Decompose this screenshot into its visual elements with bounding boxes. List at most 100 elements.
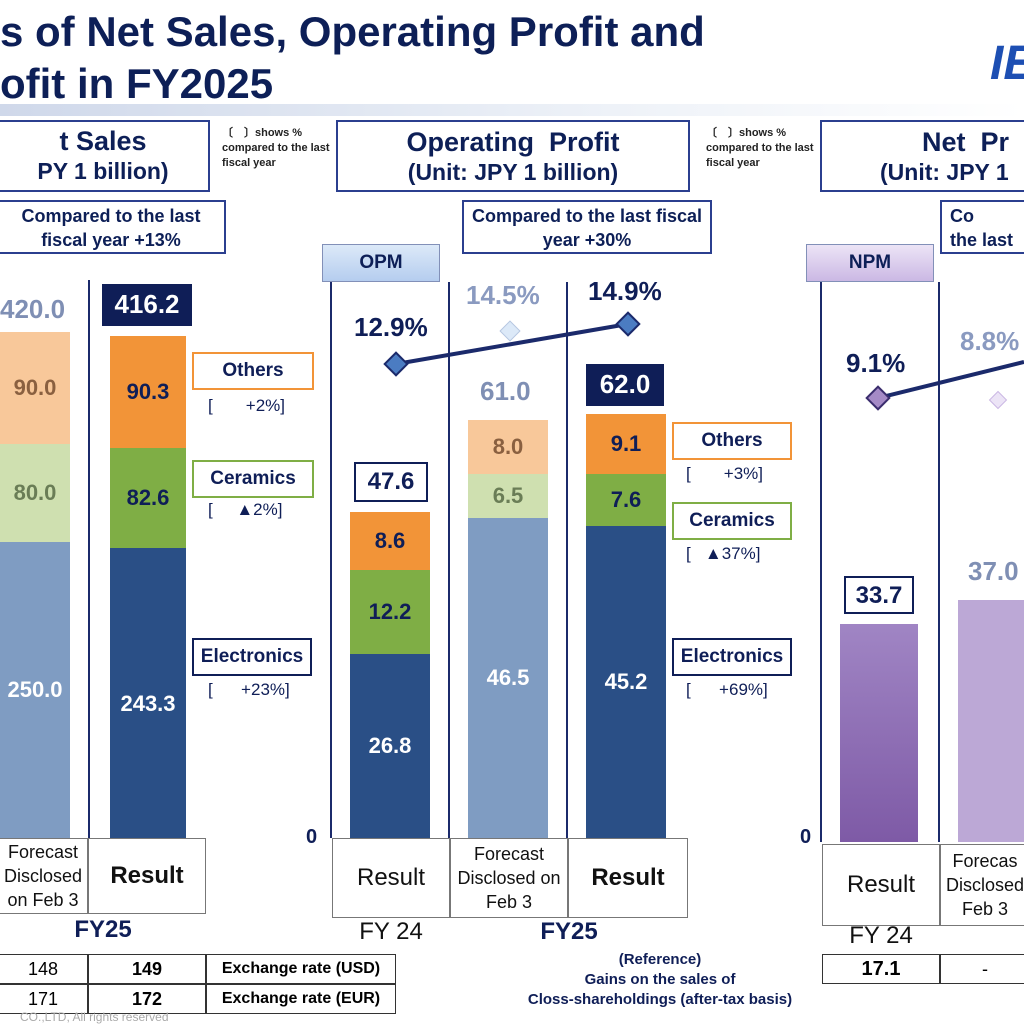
net-sales-result-electronics-value: 243.3 [120,691,176,716]
net-sales-legend-electronics: Electronics [192,638,312,676]
op-header: Operating Profit (Unit: JPY 1 billion) [336,120,690,192]
net-sales-header-line1: t Sales [59,126,147,156]
net-sales-forecast-others: 90.0 [0,332,70,444]
np-cat-fy24-result: Result [822,844,940,926]
net-sales-header-line2: PY 1 billion) [37,158,169,184]
op-fy24-total: 47.6 [354,462,428,502]
op-note: 〔 〕shows % compared to the last fiscal y… [706,127,814,169]
op-cat-fy24-result: Result [332,838,450,918]
op-forecast-electronics: 46.5 [468,518,548,838]
npm-tag: NPM [806,244,934,282]
op-result-total: 62.0 [586,364,664,406]
rate-forecast-usd: 148 [0,954,88,984]
op-change-ceramics: [ ▲37%] [686,544,761,563]
np-fy24: FY 24 [849,922,913,949]
npm-fy24-label: 9.1% [846,348,906,378]
op-fy24-ceramics: 12.2 [350,570,430,654]
op-compare: Compared to the last fiscal year +30% [462,200,712,254]
np-fy24-bar [840,624,918,842]
opm-result-label: 14.9% [588,276,662,306]
op-legend-ceramics: Ceramics [672,502,792,540]
opm-point-result [615,311,641,337]
rate-result-eur: 172 [88,984,206,1014]
page-title-line1: s of Net Sales, Operating Profit and [0,8,705,55]
net-sales-cat-result: Result [88,838,206,914]
net-sales-header: t Sales PY 1 billion) [0,120,210,192]
net-sales-forecast-ceramics: 80.0 [0,444,70,542]
op-legend-electronics: Electronics [672,638,792,676]
opm-point-fy24 [383,351,409,377]
net-sales-result-electronics: 243.3 [110,548,186,838]
net-sales-change-ceramics: [ ▲2%] [208,500,283,519]
net-sales-legend-ceramics: Ceramics [192,460,314,498]
title-rule [0,104,1024,116]
op-fy24: FY 24 [359,918,423,945]
net-sales-fy: FY25 [74,916,132,943]
np-header-line2: (Unit: JPY 1 [880,159,1009,185]
op-result-ceramics: 7.6 [586,474,666,526]
np-zero-tick: 0 [800,826,812,848]
net-sales-result-ceramics: 82.6 [110,448,186,548]
net-sales-legend-others: Others [192,352,314,390]
net-sales-compare: Compared to the last fiscal year +13% [0,200,226,254]
op-forecast-ceramics: 6.5 [468,474,548,518]
rate-forecast-eur: 171 [0,984,88,1014]
npm-line [877,360,1024,400]
npm-line-chart [865,360,1024,411]
npm-point-fy24 [865,385,891,411]
np-header-line1: Net Pr [922,127,1010,157]
opm-line [395,322,629,366]
np-header: Net Pr (Unit: JPY 1 [820,120,1024,192]
net-sales-cat-forecast: Forecast Disclosed on Feb 3 [0,838,88,914]
rate-result-usd: 149 [88,954,206,984]
op-legend-others: Others [672,422,792,460]
np-forecast-bar [958,600,1024,842]
reference-note: (Reference) Gains on the sales of Closs-… [527,951,793,1008]
npm-forecast-label: 8.8% [960,326,1020,356]
net-sales-forecast-electronics: 250.0 [0,542,70,838]
op-divider-2 [566,282,568,838]
npm-point-forecast [988,390,1008,410]
opm-tag: OPM [322,244,440,282]
net-sales-note: 〔 〕shows % compared to the last fiscal y… [222,127,330,169]
copyright: CO.,LTD, All rights reserved [20,1010,169,1024]
np-axis [820,282,822,842]
np-ref-fy24: 17.1 [822,954,940,984]
op-cat-result: Result [568,838,688,918]
op-change-others: [ +3%] [686,464,764,483]
company-logo: IE [990,37,1024,90]
net-sales-divider [88,280,90,838]
net-sales-result-others: 90.3 [110,336,186,448]
opm-forecast-label: 14.5% [466,280,540,310]
op-axis [330,282,332,838]
op-cat-forecast: Forecast Disclosed on Feb 3 [450,838,568,918]
op-change-electronics: [ +69%] [686,680,768,699]
op-header-line1: Operating Profit [406,127,620,157]
page-title-line2: ofit in FY2025 [0,60,274,107]
np-forecast-total: 37.0 [968,556,1019,586]
net-sales-change-electronics: [ +23%] [208,680,290,699]
net-sales-result-total: 416.2 [102,284,192,326]
op-fy24-electronics: 26.8 [350,654,430,838]
np-fy24-total: 33.7 [844,576,914,614]
op-fy24-others: 8.6 [350,512,430,570]
np-compare: Co the last [940,200,1024,254]
op-forecast-total: 61.0 [480,376,531,406]
opm-fy24-label: 12.9% [354,312,428,342]
op-result-others: 9.1 [586,414,666,474]
op-zero-tick: 0 [306,826,318,848]
op-result-electronics: 45.2 [586,526,666,838]
net-sales-change-others: [ +2%] [208,396,286,415]
op-header-line2: (Unit: JPY 1 billion) [407,159,619,185]
np-divider [938,282,940,842]
np-ref-forecast: - [940,954,1024,984]
rate-usd-label: Exchange rate (USD) [206,954,396,984]
opm-point-forecast [499,320,521,342]
rate-eur-label: Exchange rate (EUR) [206,984,396,1014]
net-sales-forecast-total: 420.0 [0,294,66,324]
op-forecast-others: 8.0 [468,420,548,474]
opm-line-chart [383,311,641,377]
op-fy25: FY25 [540,918,598,945]
np-cat-forecast: Forecas Disclosed Feb 3 [940,844,1024,926]
op-divider-1 [448,282,450,838]
